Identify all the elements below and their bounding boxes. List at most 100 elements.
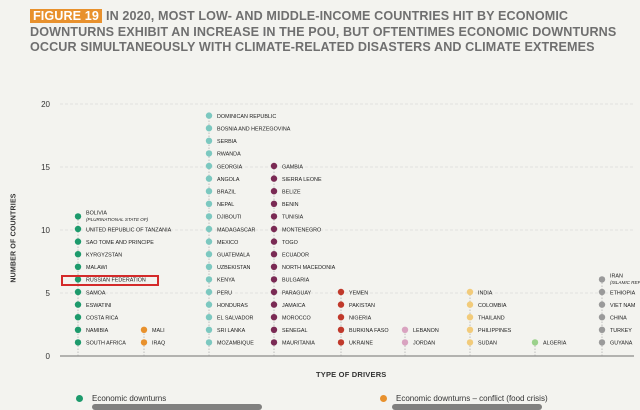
country-point — [466, 339, 474, 346]
country-point — [205, 137, 213, 144]
y-tick-label: 0 — [46, 352, 51, 361]
country-sublabel: (ISLAMIC REPUBLIC OF) — [610, 280, 640, 285]
country-point — [205, 175, 213, 182]
y-tick-label: 5 — [46, 289, 51, 298]
country-point — [74, 339, 82, 346]
figure-header: FIGURE 19 IN 2020, MOST LOW- AND MIDDLE-I… — [30, 9, 630, 56]
country-point — [205, 276, 213, 283]
country-point — [270, 251, 278, 258]
country-label: GUYANA — [610, 341, 633, 347]
country-point — [270, 326, 278, 333]
country-point — [74, 213, 82, 220]
country-point — [74, 301, 82, 308]
country-point — [74, 288, 82, 296]
country-label: DJIBOUTI — [217, 215, 242, 221]
country-label: NAMIBIA — [86, 328, 109, 334]
country-label: MOROCCO — [282, 316, 311, 322]
country-point — [598, 301, 606, 308]
country-label: DOMINICAN REPUBLIC — [217, 114, 276, 120]
country-label: SAO TOME AND PRINCIPE — [86, 240, 154, 246]
country-label: ANGOLA — [217, 177, 240, 183]
country-label: NORTH MACEDONIA — [282, 265, 336, 271]
country-label: MOZAMBIQUE — [217, 341, 254, 347]
country-point — [466, 301, 474, 308]
country-label: UKRAINE — [349, 341, 373, 347]
country-point — [205, 326, 213, 333]
country-point — [337, 326, 345, 333]
country-label: IRAN — [610, 273, 623, 279]
country-point — [598, 314, 606, 321]
legend-item-conflict: Economic downturns – conflict (food cris… — [380, 394, 548, 403]
figure-badge: FIGURE 19 — [30, 9, 102, 23]
country-label: CHINA — [610, 316, 627, 322]
country-label: SUDAN — [478, 341, 497, 347]
country-point — [74, 263, 82, 270]
country-label: MEXICO — [217, 240, 238, 246]
country-label: GUATEMALA — [217, 253, 250, 259]
country-label: MAURITANIA — [282, 341, 315, 347]
country-point — [205, 301, 213, 308]
country-point — [205, 213, 213, 220]
country-label: TURKEY — [610, 328, 632, 334]
country-label: BOLIVIA — [86, 210, 107, 216]
country-point — [337, 314, 345, 321]
legend-row-cut — [92, 404, 262, 410]
country-point — [466, 326, 474, 333]
country-point — [205, 162, 213, 170]
country-point — [531, 339, 539, 346]
country-label: EL SALVADOR — [217, 316, 254, 322]
country-label: LEBANON — [413, 328, 439, 334]
country-label: BELIZE — [282, 190, 301, 196]
country-label: COLOMBIA — [478, 303, 507, 309]
country-label: MONTENEGRO — [282, 227, 321, 233]
country-label: RWANDA — [217, 152, 241, 158]
country-label: BULGARIA — [282, 278, 310, 284]
country-label: YEMEN — [349, 290, 368, 296]
country-point — [74, 251, 82, 258]
country-label: THAILAND — [478, 316, 505, 322]
country-label: MADAGASCAR — [217, 227, 255, 233]
country-point — [270, 213, 278, 220]
country-label: SRI LANKA — [217, 328, 246, 334]
legend-item-economic-downturns: Economic downturns — [76, 394, 166, 403]
country-point — [74, 314, 82, 321]
country-label: BENIN — [282, 202, 299, 208]
figure-title: IN 2020, MOST LOW- AND MIDDLE-INCOME COU… — [30, 9, 617, 54]
country-point — [205, 288, 213, 296]
country-point — [270, 188, 278, 195]
country-label: GEORGIA — [217, 164, 243, 170]
country-point — [270, 200, 278, 207]
country-label: ECUADOR — [282, 253, 309, 259]
legend-row-cut — [392, 404, 542, 410]
country-label: NEPAL — [217, 202, 234, 208]
country-point — [74, 225, 82, 233]
country-label: TOGO — [282, 240, 298, 246]
country-label: MALAWI — [86, 265, 107, 271]
country-label: UNITED REPUBLIC OF TANZANIA — [86, 227, 172, 233]
country-point — [337, 339, 345, 346]
country-label: ALGERIA — [543, 341, 567, 347]
country-label: IRAQ — [152, 341, 165, 347]
country-label: MALI — [152, 328, 165, 334]
country-label: PERU — [217, 290, 232, 296]
country-point — [205, 188, 213, 195]
country-point — [270, 288, 278, 296]
country-label: HONDURAS — [217, 303, 248, 309]
country-point — [466, 288, 474, 296]
country-point — [270, 225, 278, 233]
legend-label: Economic downturns – conflict (food cris… — [396, 394, 548, 403]
country-label: INDIA — [478, 290, 493, 296]
country-point — [598, 276, 606, 283]
country-point — [270, 175, 278, 182]
legend-dot — [76, 395, 83, 402]
country-point — [401, 339, 409, 346]
country-label: NIGERIA — [349, 316, 372, 322]
country-point — [74, 238, 82, 245]
country-point — [140, 326, 148, 333]
y-tick-label: 15 — [41, 163, 50, 172]
country-label: JORDAN — [413, 341, 435, 347]
legend-label: Economic downturns — [92, 394, 167, 403]
country-point — [205, 251, 213, 258]
country-point — [598, 326, 606, 333]
